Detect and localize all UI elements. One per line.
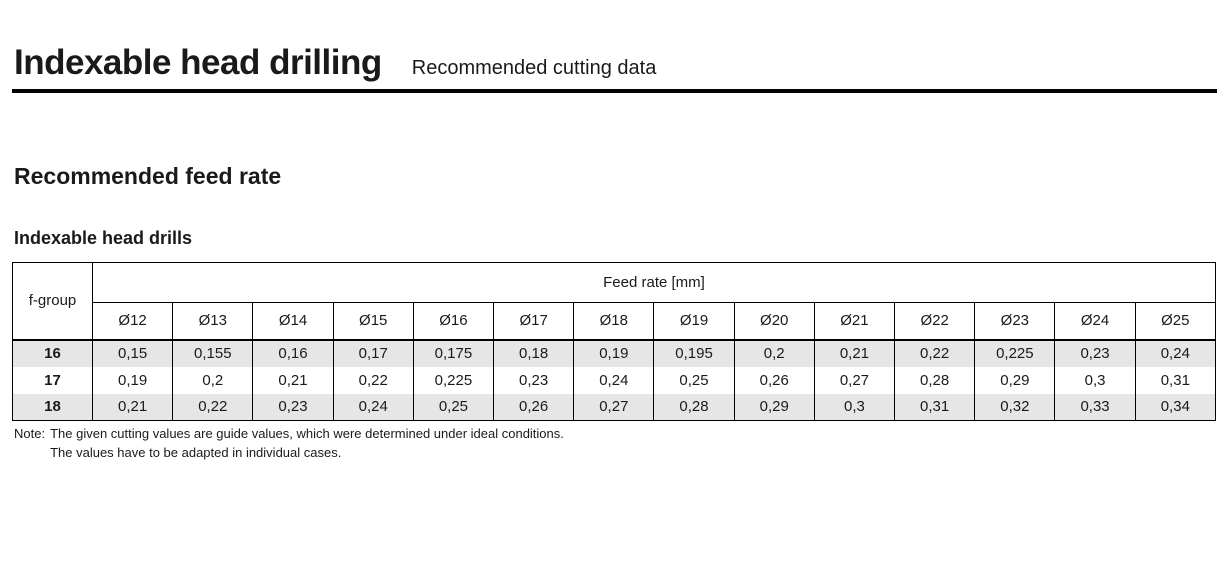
header-rule [12, 89, 1217, 93]
feed-value-cell: 0,23 [493, 366, 575, 394]
feed-value-cell: 0,23 [252, 393, 334, 421]
feed-value-cell: 0,22 [332, 366, 414, 394]
feed-value-cell: 0,27 [573, 393, 655, 421]
table-row: 17 0,19 0,2 0,21 0,22 0,225 0,23 0,24 0,25 0,26 0,… [12, 366, 1217, 394]
feed-value-cell: 0,19 [573, 339, 655, 367]
feed-value-cell: 0,31 [1134, 366, 1217, 394]
diameter-header-cell: Ø25 [1134, 302, 1217, 341]
fgroup-header-cell: f-group [12, 262, 93, 341]
feed-value-cell: 0,28 [894, 366, 976, 394]
feed-value-cell: 0,34 [1134, 393, 1217, 421]
feed-value-cell: 0,29 [974, 366, 1056, 394]
feed-value-cell: 0,26 [493, 393, 575, 421]
table-body: 16 0,15 0,155 0,16 0,17 0,175 0,18 0,19 0,195 0,2… [12, 339, 1217, 421]
table-head: f-group Feed rate [mm] Ø12 Ø13 Ø14 Ø15 Ø16 Ø1… [12, 262, 1217, 341]
diameter-header-cell: Ø23 [974, 302, 1056, 341]
span-header-row: f-group Feed rate [mm] [12, 262, 1216, 341]
diameter-header-row: Ø12 Ø13 Ø14 Ø15 Ø16 Ø17 Ø18 Ø19 Ø20 Ø21 Ø22 Ø23 Ø24 Ø… [13, 302, 1217, 341]
feed-value-cell: 0,29 [733, 393, 815, 421]
feed-value-cell: 0,24 [1134, 339, 1217, 367]
feed-value-cell: 0,25 [653, 366, 735, 394]
feed-rate-table: f-group Feed rate [mm] Ø12 Ø13 Ø14 Ø15 Ø16 Ø1… [12, 262, 1217, 422]
note: Note: The given cutting values are guide… [12, 425, 1217, 463]
feed-value-cell: 0,23 [1054, 339, 1136, 367]
feed-value-cell: 0,225 [974, 339, 1056, 367]
page-header: Indexable head drilling Recommended cutt… [12, 42, 1217, 84]
diameter-header-cell: Ø17 [493, 302, 575, 341]
feed-value-cell: 0,24 [573, 366, 655, 394]
table-subheading: Indexable head drills [14, 227, 193, 248]
page-title: Indexable head drilling [14, 43, 382, 82]
diameter-header-cell: Ø14 [252, 302, 334, 341]
feed-value-cell: 0,21 [252, 366, 334, 394]
diameter-header-cell: Ø20 [733, 302, 815, 341]
feed-value-cell: 0,17 [332, 339, 414, 367]
diameter-header-cell: Ø24 [1054, 302, 1136, 341]
feed-value-cell: 0,2 [172, 366, 254, 394]
feed-value-cell: 0,3 [813, 393, 896, 421]
feed-value-cell: 0,19 [91, 366, 174, 394]
feed-value-cell: 0,22 [894, 339, 976, 367]
fgroup-cell: 17 [12, 366, 93, 394]
diameter-header-cell: Ø13 [172, 302, 254, 341]
feed-value-cell: 0,21 [91, 393, 174, 421]
note-lines: The given cutting values are guide value… [50, 425, 564, 463]
diameter-header-cell: Ø15 [332, 302, 414, 341]
feed-value-cell: 0,32 [974, 393, 1056, 421]
table-row: 16 0,15 0,155 0,16 0,17 0,175 0,18 0,19 0,195 0,2… [12, 339, 1217, 367]
feed-value-cell: 0,24 [332, 393, 414, 421]
fgroup-cell: 16 [12, 339, 93, 367]
section-heading: Recommended feed rate [14, 163, 282, 189]
note-label: Note: [14, 426, 46, 442]
feed-value-cell: 0,2 [733, 339, 815, 367]
diameter-header-cell: Ø19 [653, 302, 735, 341]
feed-value-cell: 0,26 [733, 366, 815, 394]
feed-rate-header-cell: Feed rate [mm] [92, 262, 1216, 304]
diameter-header-cell: Ø12 [91, 302, 174, 341]
diameter-header-cell: Ø22 [894, 302, 976, 341]
feed-value-cell: 0,15 [91, 339, 174, 367]
feed-value-cell: 0,16 [252, 339, 334, 367]
page-subtitle: Recommended cutting data [411, 57, 657, 79]
feed-value-cell: 0,25 [412, 393, 495, 421]
fgroup-cell: 18 [12, 393, 93, 421]
feed-value-cell: 0,3 [1054, 366, 1136, 394]
feed-value-cell: 0,28 [653, 393, 735, 421]
feed-value-cell: 0,155 [172, 339, 254, 367]
table-row: 18 0,21 0,22 0,23 0,24 0,25 0,26 0,27 0,28 0,29 0,… [12, 393, 1217, 421]
feed-value-cell: 0,33 [1054, 393, 1136, 421]
feed-value-cell: 0,225 [412, 366, 495, 394]
feed-value-cell: 0,195 [653, 339, 735, 367]
diameter-header-cell: Ø18 [573, 302, 655, 341]
feed-value-cell: 0,175 [412, 339, 495, 367]
feed-value-cell: 0,21 [813, 339, 896, 367]
diameter-header-cell: Ø21 [813, 302, 896, 341]
feed-value-cell: 0,27 [813, 366, 896, 394]
diameter-header-cell: Ø16 [412, 302, 495, 341]
feed-value-cell: 0,22 [172, 393, 254, 421]
note-line-1: The given cutting values are guide value… [50, 426, 564, 442]
note-line-2: The values have to be adapted in individ… [50, 445, 342, 461]
page: Indexable head drilling Recommended cutt… [0, 42, 1228, 463]
feed-value-cell: 0,18 [493, 339, 575, 367]
feed-value-cell: 0,31 [894, 393, 976, 421]
